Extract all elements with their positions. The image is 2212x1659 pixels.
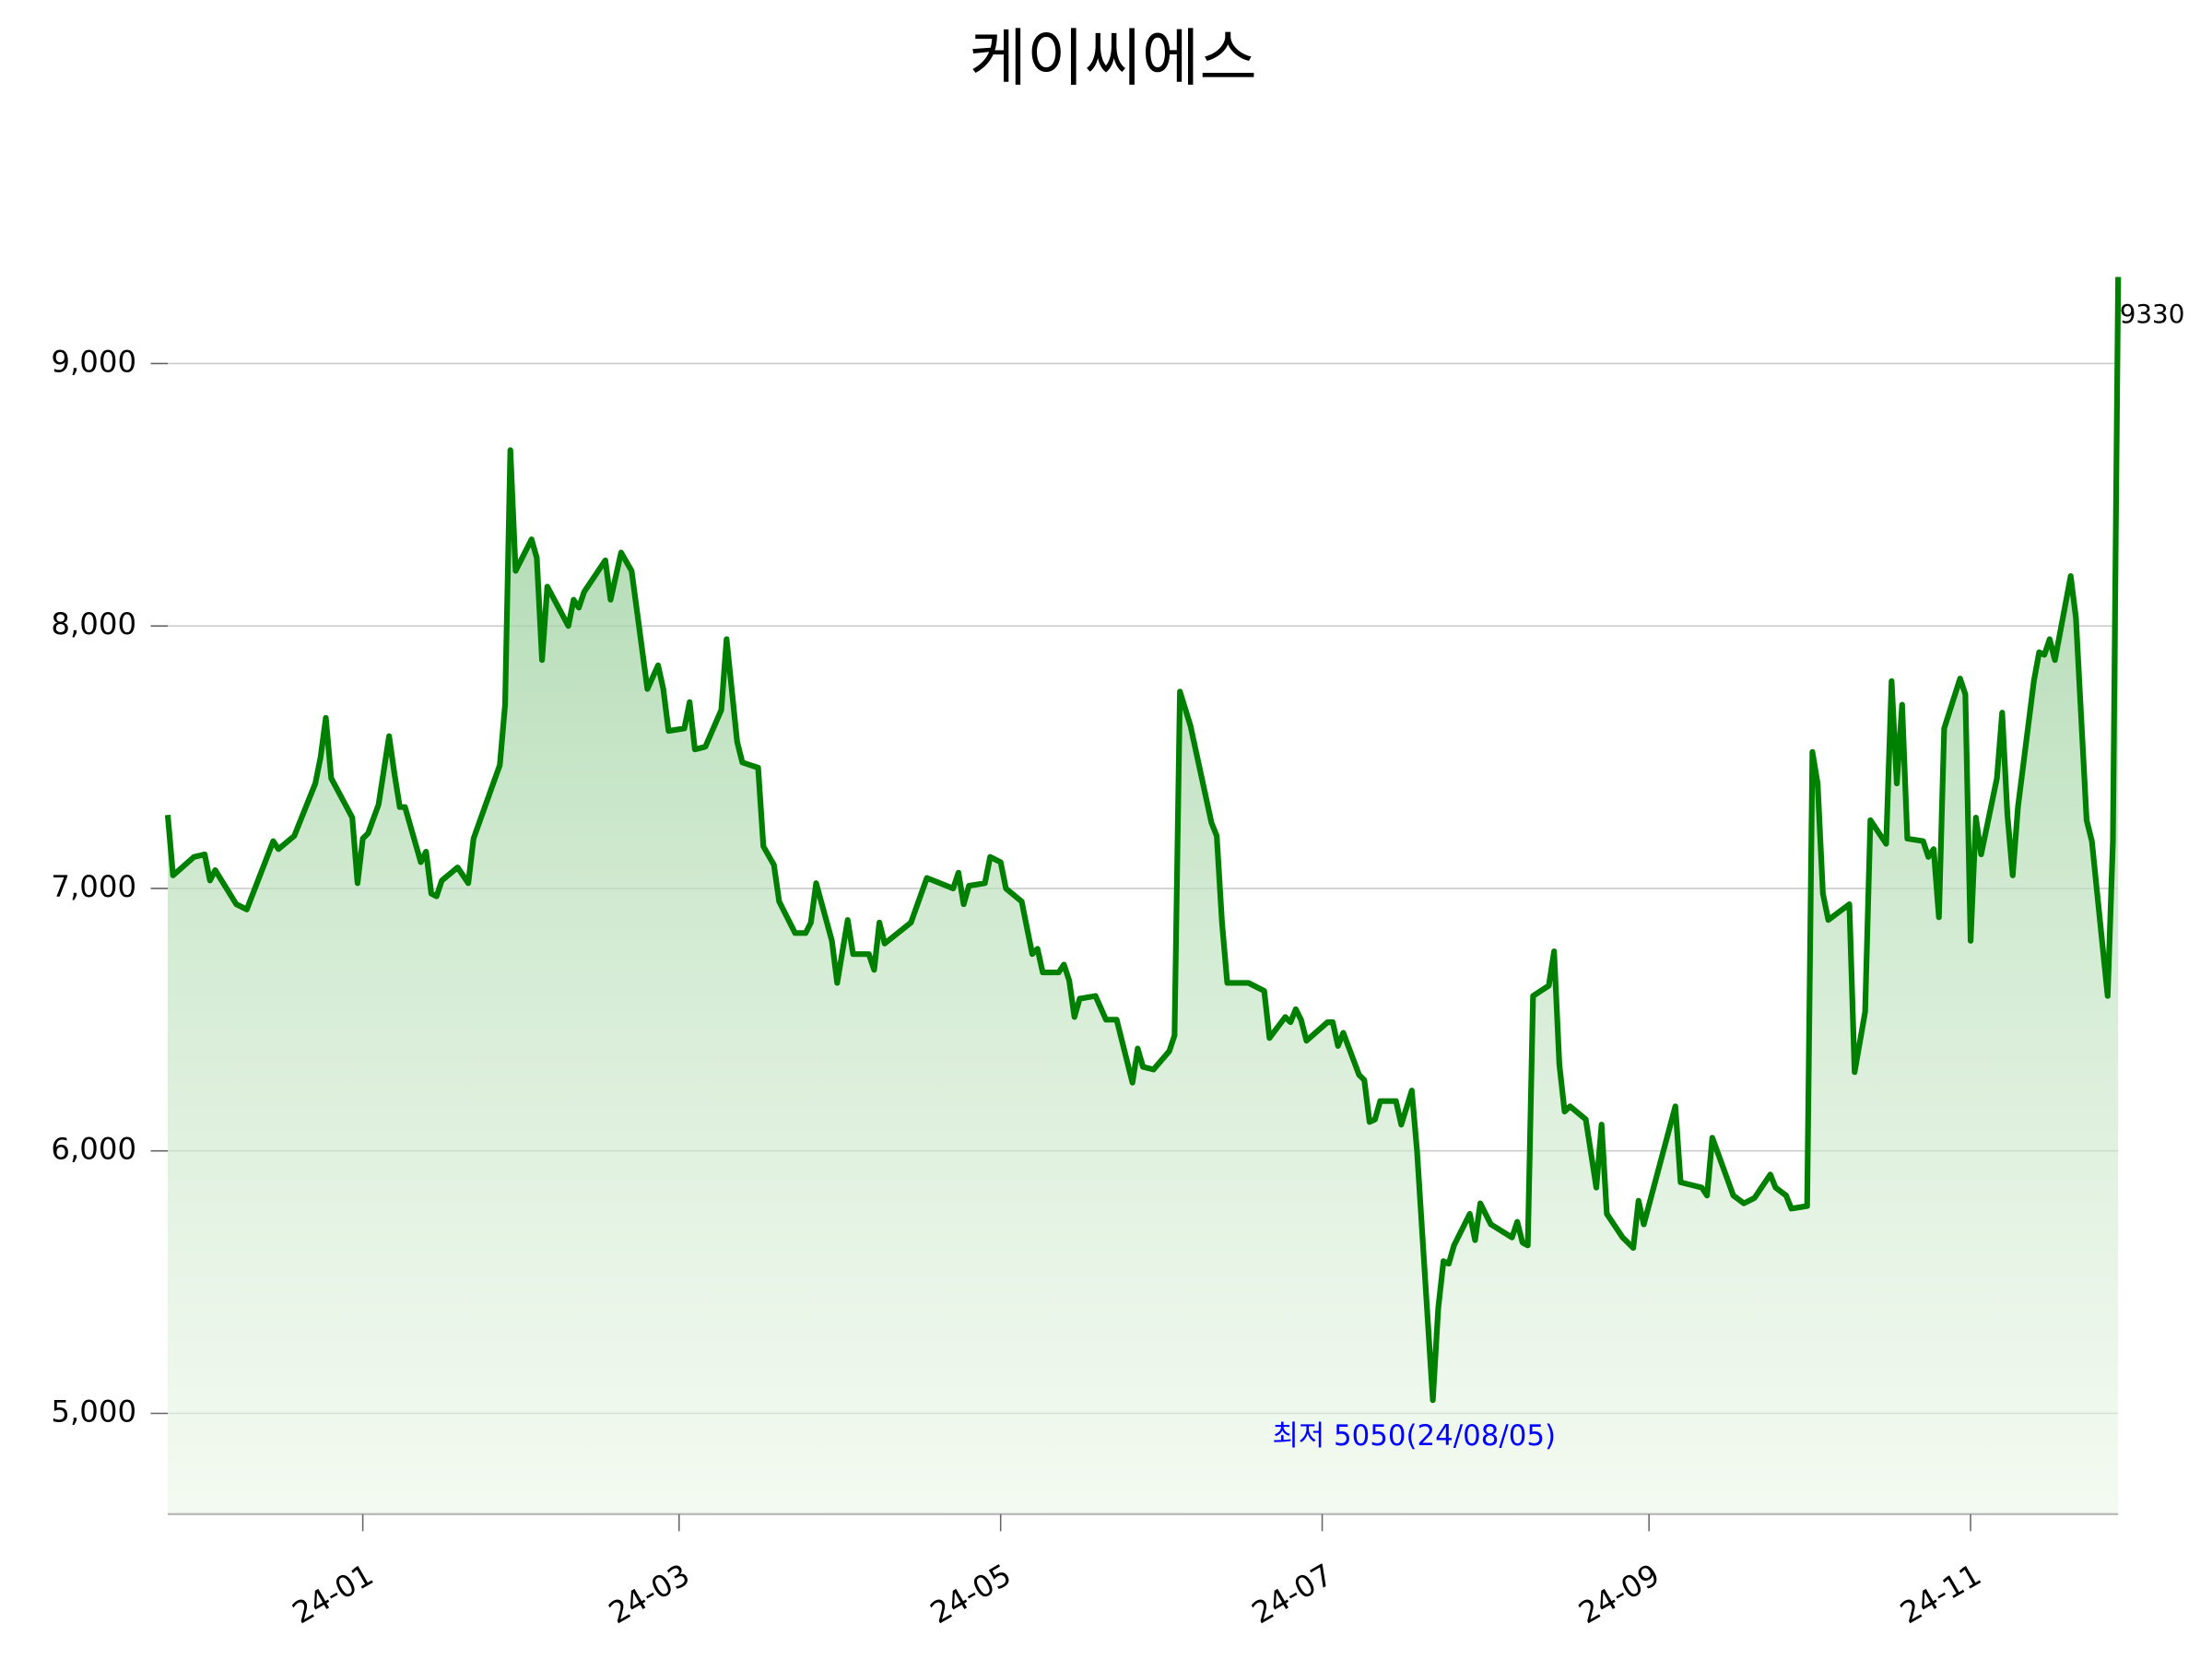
- area: [168, 276, 2119, 1514]
- x-tick-label: 24-11: [1894, 1557, 1986, 1630]
- x-tick-label: 24-07: [1246, 1557, 1338, 1630]
- y-tick-label: 5,000: [51, 1394, 136, 1429]
- x-tick-label: 24-03: [603, 1557, 695, 1630]
- x-tick-label: 24-09: [1572, 1557, 1665, 1630]
- y-tick-label: 7,000: [51, 869, 136, 904]
- chart-title: 케이씨에스: [970, 21, 1257, 94]
- x-tick-label: 24-05: [924, 1557, 1017, 1630]
- y-tick-label: 9,000: [51, 344, 136, 379]
- x-tick-label: 24-01: [287, 1557, 379, 1630]
- annotation-min: 최저 5050(24/08/05): [1272, 1419, 1556, 1453]
- price-line: [164, 276, 2122, 1404]
- y-tick-label: 8,000: [51, 606, 136, 641]
- y-tick-label: 6,000: [51, 1132, 136, 1167]
- annotation-last: 9330: [2120, 299, 2185, 329]
